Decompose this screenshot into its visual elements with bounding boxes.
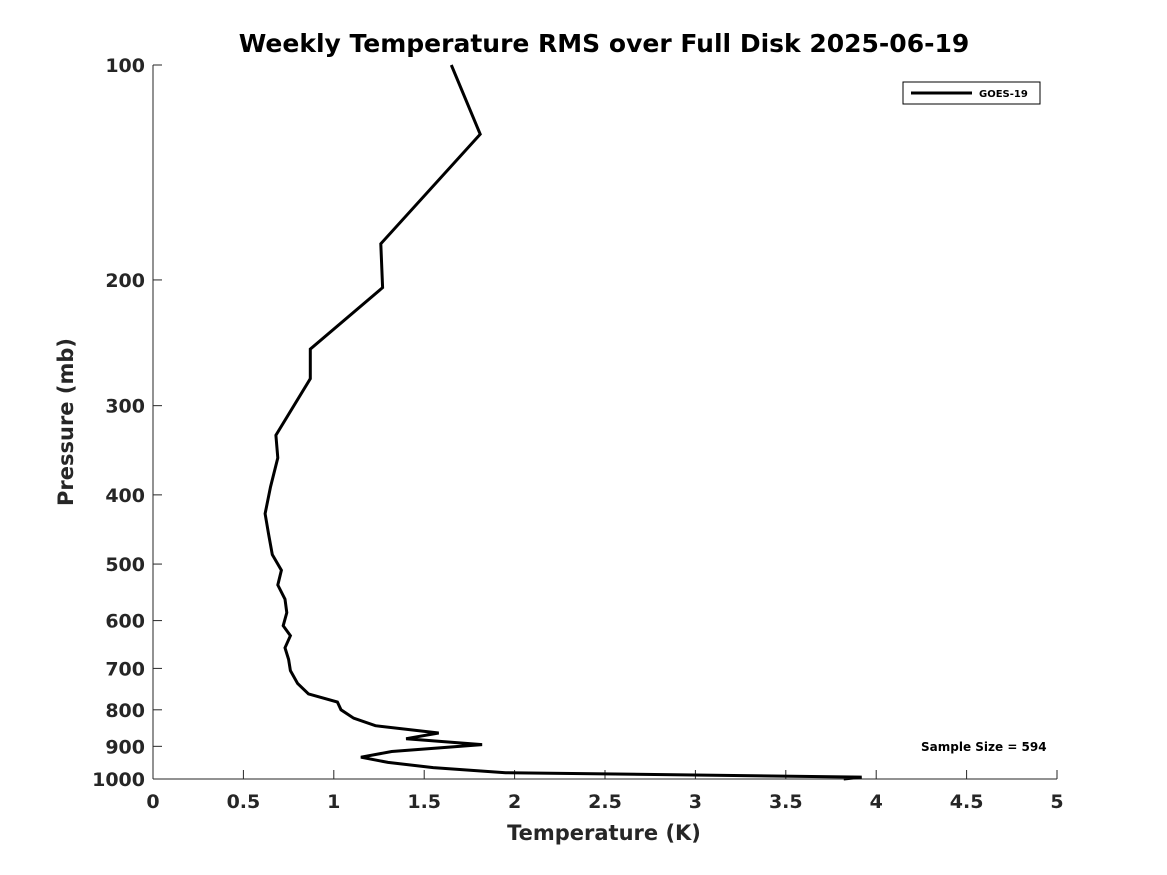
x-tick-label: 3	[689, 791, 702, 813]
x-tick-label: 2.5	[588, 791, 622, 813]
y-axis-ticks: 100 200 300 400 500 600 700 800 900 1000	[92, 55, 162, 791]
y-axis-label: Pressure (mb)	[54, 338, 78, 506]
chart-title: Weekly Temperature RMS over Full Disk 20…	[239, 29, 970, 58]
y-tick-label: 200	[105, 270, 145, 292]
y-tick-label: 300	[105, 396, 145, 418]
x-tick-label: 3.5	[769, 791, 803, 813]
x-tick-label: 4.5	[950, 791, 984, 813]
x-axis-ticks: 0 0.5 1 1.5 2 2.5 3 3.5 4 4.5 5	[146, 770, 1064, 813]
y-tick-label: 600	[105, 611, 145, 633]
legend: GOES-19	[902, 81, 1041, 105]
x-tick-label: 5	[1050, 791, 1063, 813]
y-tick-label: 100	[105, 55, 145, 77]
x-tick-label: 4	[870, 791, 883, 813]
x-tick-label: 0	[146, 791, 159, 813]
y-tick-label: 500	[105, 554, 145, 576]
y-tick-label: 900	[105, 736, 145, 758]
x-tick-label: 0.5	[227, 791, 261, 813]
y-tick-label: 800	[105, 700, 145, 722]
x-tick-label: 1.5	[407, 791, 441, 813]
y-tick-label: 700	[105, 658, 145, 680]
x-tick-label: 2	[508, 791, 521, 813]
legend-label-goes-19: GOES-19	[979, 89, 1028, 100]
series-layer	[263, 64, 862, 781]
sample-size-annotation: Sample Size = 594	[921, 740, 1047, 754]
y-tick-label: 1000	[92, 769, 145, 791]
series-line-goes-19	[263, 64, 862, 781]
x-axis-label: Temperature (K)	[507, 821, 701, 845]
plot-area	[153, 65, 1057, 779]
y-tick-label: 400	[105, 485, 145, 507]
x-tick-label: 1	[327, 791, 340, 813]
